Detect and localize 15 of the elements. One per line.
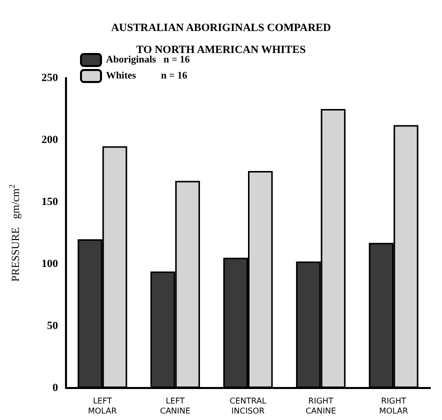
x-tick-label: RIGHT MOLAR [379, 396, 408, 416]
legend-label: Aboriginals n = 16 [106, 54, 190, 66]
legend-label: Whites n = 16 [106, 70, 188, 82]
y-axis-title: PRESSURE gm/cm2 [8, 184, 22, 282]
y-tick-label: 0 [52, 382, 58, 394]
y-tick-label: 150 [42, 196, 58, 208]
x-tick-label: CENTRAL INCISOR [230, 396, 267, 416]
y-tick-label: 50 [47, 320, 58, 332]
y-tick-label: 100 [42, 258, 58, 270]
chart-title: AUSTRALIAN ABORIGINALS COMPARED TO NORTH AMERICAN WHITES [111, 22, 331, 56]
x-tick-label: RIGHT CANINE [306, 396, 336, 416]
y-tick-label: 200 [42, 134, 58, 146]
y-tick-label: 250 [42, 72, 58, 84]
x-tick-label: LEFT CANINE [160, 396, 190, 416]
x-tick-label: LEFT MOLAR [88, 396, 118, 416]
